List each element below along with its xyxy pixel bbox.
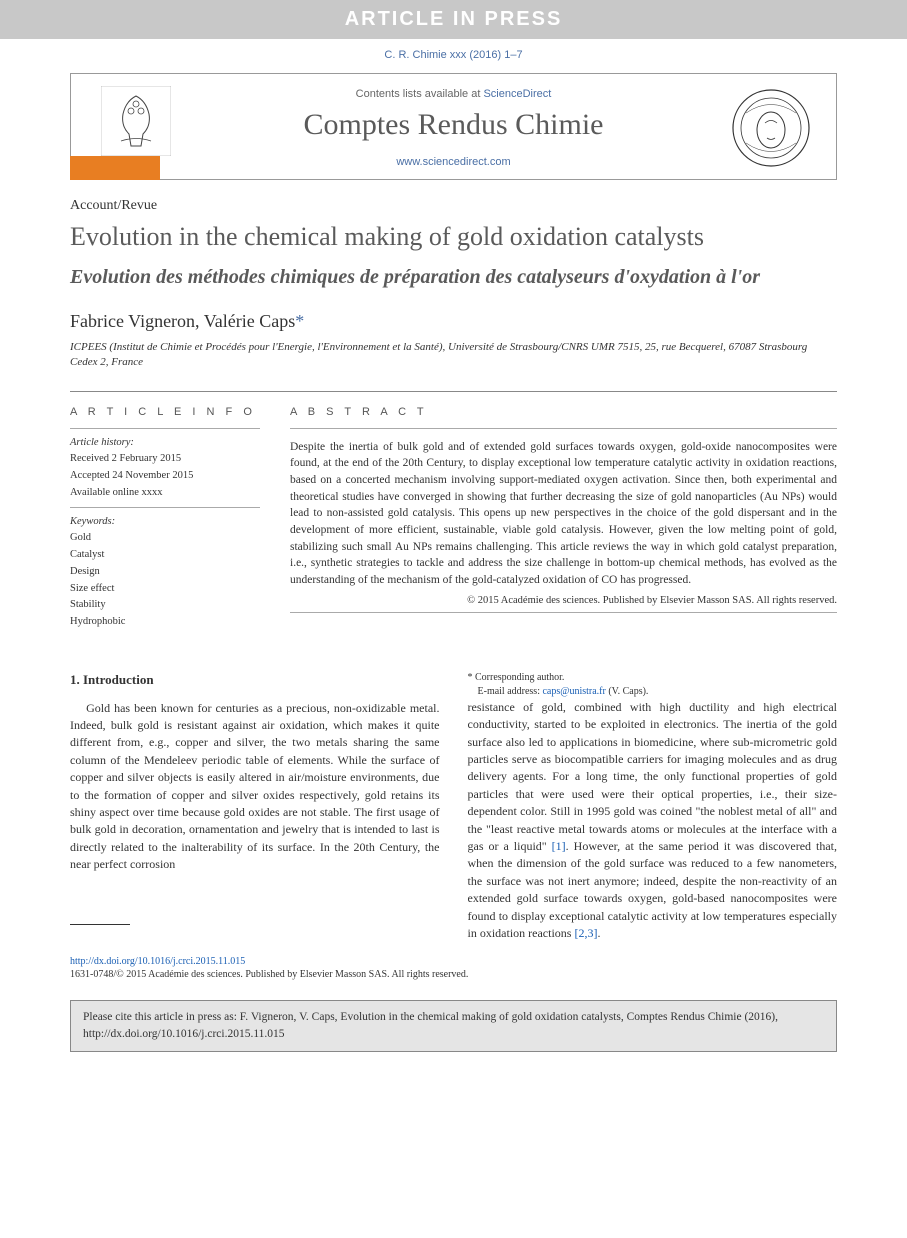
para2b-text: . However, at the same period it was dis… bbox=[468, 839, 838, 940]
article-info-heading: A R T I C L E I N F O bbox=[70, 406, 260, 418]
keyword-item: Design bbox=[70, 564, 260, 580]
abstract-copyright: © 2015 Académie des sciences. Published … bbox=[290, 595, 837, 606]
doi-line: http://dx.doi.org/10.1016/j.crci.2015.11… bbox=[70, 956, 837, 967]
email-attrib: (V. Caps). bbox=[606, 686, 649, 697]
reference-link-23[interactable]: [2,3] bbox=[574, 926, 597, 940]
keywords-label: Keywords: bbox=[70, 514, 260, 530]
citation-header: C. R. Chimie xxx (2016) 1–7 bbox=[0, 39, 907, 67]
info-divider bbox=[70, 428, 260, 429]
keyword-item: Stability bbox=[70, 597, 260, 613]
body-paragraph: Gold has been known for centuries as a p… bbox=[70, 700, 440, 874]
society-logo bbox=[726, 88, 816, 168]
email-link[interactable]: caps@unistra.fr bbox=[542, 686, 605, 697]
keyword-item: Gold bbox=[70, 530, 260, 546]
journal-url[interactable]: www.sciencedirect.com bbox=[181, 156, 726, 168]
affiliation: ICPEES (Institut de Chimie et Procédés p… bbox=[70, 340, 837, 371]
cite-box-text: Please cite this article in press as: F.… bbox=[83, 1011, 778, 1040]
received-date: Received 2 February 2015 bbox=[70, 451, 260, 467]
online-date: Available online xxxx bbox=[70, 485, 260, 501]
article-in-press-banner: ARTICLE IN PRESS bbox=[0, 0, 907, 39]
abstract-column: A B S T R A C T Despite the inertia of b… bbox=[290, 406, 837, 631]
journal-name: Comptes Rendus Chimie bbox=[181, 108, 726, 142]
authors-names: Fabrice Vigneron, Valérie Caps bbox=[70, 311, 295, 331]
contents-pre: Contents lists available at bbox=[356, 88, 484, 100]
abstract-heading: A B S T R A C T bbox=[290, 406, 837, 418]
body-paragraph: resistance of gold, combined with high d… bbox=[468, 699, 838, 942]
keyword-item: Hydrophobic bbox=[70, 614, 260, 630]
banner-text: ARTICLE IN PRESS bbox=[345, 8, 563, 30]
academie-seal-icon bbox=[731, 88, 811, 168]
sciencedirect-link[interactable]: ScienceDirect bbox=[483, 88, 551, 100]
elsevier-tree-icon bbox=[101, 86, 171, 156]
corresponding-label: * Corresponding author. bbox=[468, 671, 838, 685]
article-title-french: Evolution des méthodes chimiques de prép… bbox=[70, 264, 837, 291]
doi-link[interactable]: http://dx.doi.org/10.1016/j.crci.2015.11… bbox=[70, 956, 245, 967]
section-1-heading: 1. Introduction bbox=[70, 671, 440, 690]
article-title-english: Evolution in the chemical making of gold… bbox=[70, 220, 837, 254]
corresponding-star-icon: * bbox=[295, 311, 304, 331]
accepted-date: Accepted 24 November 2015 bbox=[70, 468, 260, 484]
para1-text: Gold has been known for centuries as a p… bbox=[70, 701, 440, 872]
keyword-item: Size effect bbox=[70, 581, 260, 597]
orange-corner-tab bbox=[70, 156, 160, 180]
para2c-text: . bbox=[597, 926, 600, 940]
abstract-bottom-divider bbox=[290, 612, 837, 613]
keyword-item: Catalyst bbox=[70, 547, 260, 563]
footnote-rule bbox=[70, 924, 130, 925]
email-line: E-mail address: caps@unistra.fr (V. Caps… bbox=[468, 685, 838, 699]
please-cite-box: Please cite this article in press as: F.… bbox=[70, 1000, 837, 1051]
email-label: E-mail address: bbox=[478, 686, 543, 697]
reference-link-1[interactable]: [1] bbox=[552, 839, 566, 853]
para2a-text: resistance of gold, combined with high d… bbox=[468, 700, 838, 853]
contents-line: Contents lists available at ScienceDirec… bbox=[181, 88, 726, 100]
info-abstract-row: A R T I C L E I N F O Article history: R… bbox=[70, 406, 837, 631]
issn-copyright: 1631-0748/© 2015 Académie des sciences. … bbox=[70, 969, 837, 980]
citation-text: C. R. Chimie xxx (2016) 1–7 bbox=[384, 49, 522, 61]
abstract-divider bbox=[290, 428, 837, 429]
journal-header-box: ELSEVIER Contents lists available at Sci… bbox=[70, 73, 837, 180]
article-info-column: A R T I C L E I N F O Article history: R… bbox=[70, 406, 260, 631]
header-center: Contents lists available at ScienceDirec… bbox=[181, 88, 726, 168]
info-divider bbox=[70, 507, 260, 508]
article-type: Account/Revue bbox=[70, 198, 837, 214]
article-content: Account/Revue Evolution in the chemical … bbox=[0, 198, 907, 980]
authors-line: Fabrice Vigneron, Valérie Caps* bbox=[70, 311, 837, 332]
history-label: Article history: bbox=[70, 435, 260, 451]
divider bbox=[70, 391, 837, 392]
abstract-text: Despite the inertia of bulk gold and of … bbox=[290, 439, 837, 589]
body-text-columns: 1. Introduction Gold has been known for … bbox=[70, 671, 837, 942]
